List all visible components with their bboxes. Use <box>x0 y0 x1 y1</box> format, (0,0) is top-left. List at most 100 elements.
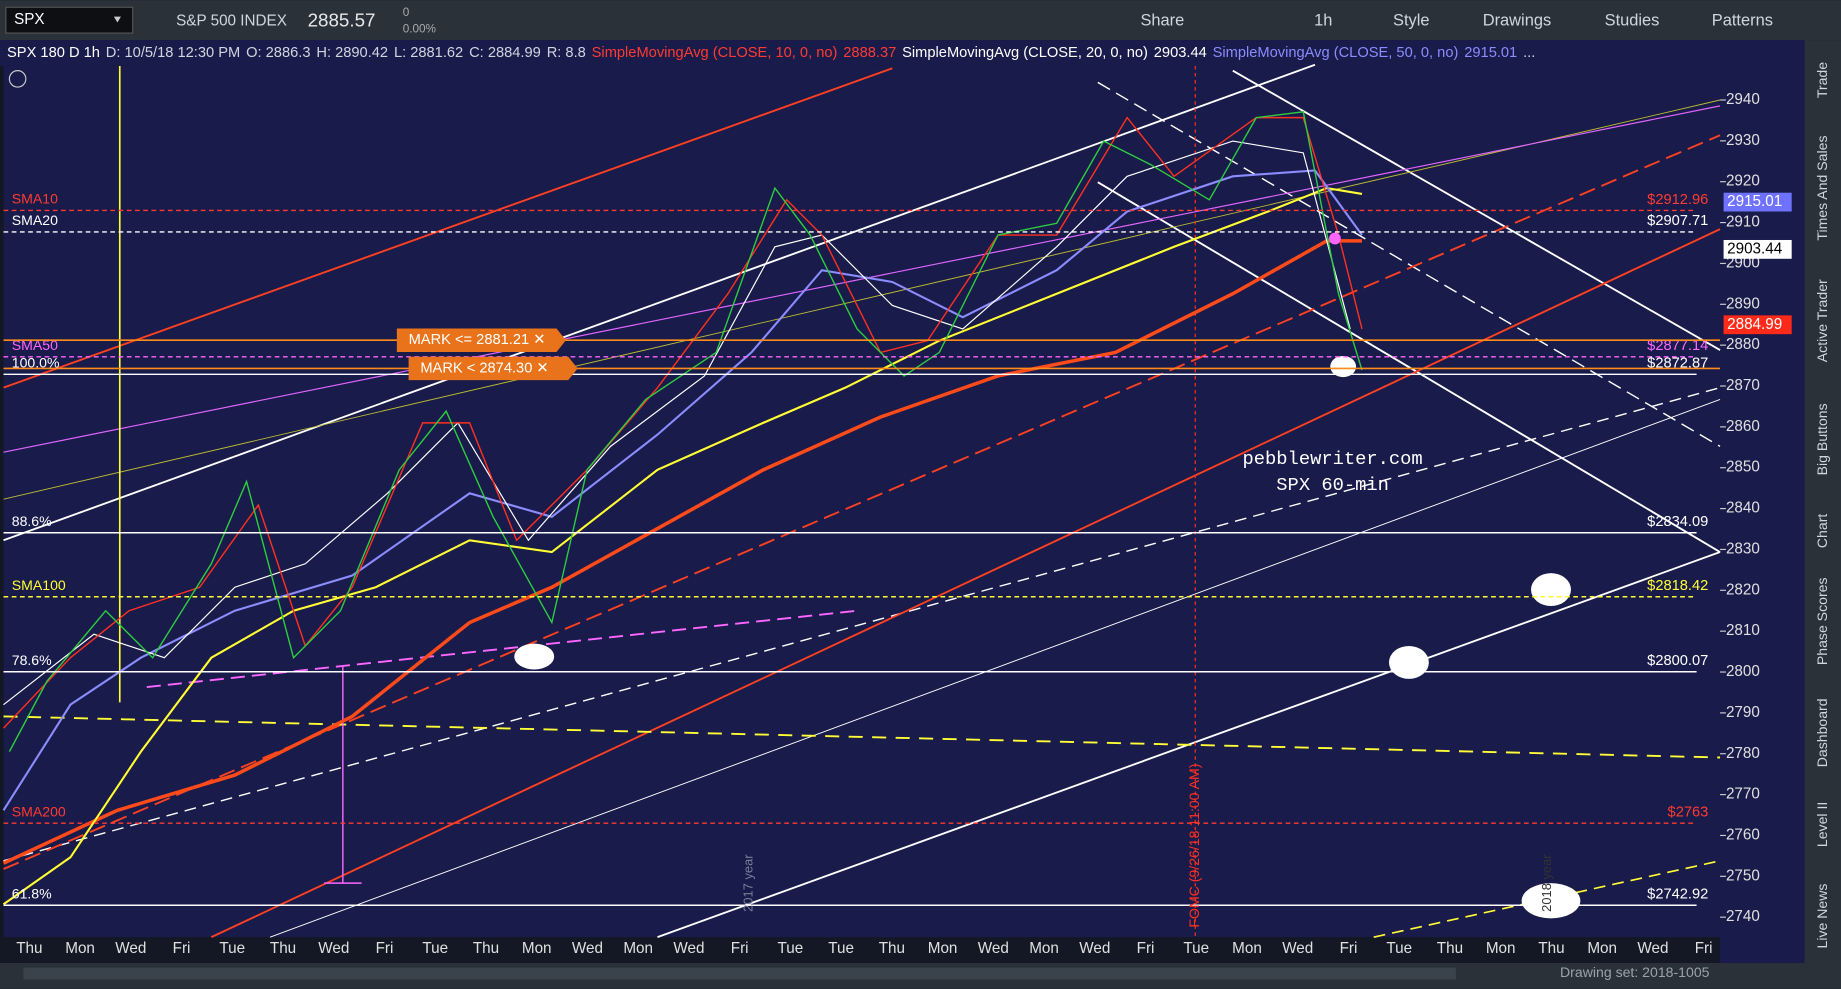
price-tick-label: 2930 <box>1726 132 1760 149</box>
dropdown-arrow <box>113 16 121 23</box>
info-icon[interactable] <box>8 70 27 88</box>
x-label: Fri <box>731 940 749 957</box>
price-tick-label: 2750 <box>1726 867 1760 884</box>
price-tick-label: 2880 <box>1726 336 1760 353</box>
price-tick-label: 2810 <box>1726 622 1760 639</box>
alert-box[interactable] <box>408 356 578 381</box>
level-name: 78.6% <box>12 652 52 668</box>
toolbar-button[interactable]: Drawings <box>1483 12 1551 30</box>
price-tag-label: 2903.44 <box>1727 240 1783 257</box>
legend-item: H: 2890.42 <box>316 45 388 61</box>
watermark: SPX 60-min <box>1276 474 1389 496</box>
legend-item: SimpleMovingAvg (CLOSE, 50, 0, no) <box>1213 45 1459 61</box>
x-label: Thu <box>16 940 42 957</box>
x-label: Tue <box>828 940 854 957</box>
legend-item: SimpleMovingAvg (CLOSE, 20, 0, no) <box>902 45 1148 61</box>
sidebar-tab[interactable]: Level II <box>1814 802 1830 847</box>
price-tag <box>1723 315 1792 335</box>
x-label: Tue <box>1386 940 1412 957</box>
toolbar-button[interactable]: 1h <box>1314 12 1332 30</box>
x-label: Tue <box>1183 940 1209 957</box>
sidebar-tab[interactable]: Trade <box>1814 62 1830 98</box>
index-name: S&P 500 INDEX <box>176 12 287 29</box>
price-tick-label: 2800 <box>1726 663 1760 680</box>
x-label: Wed <box>1282 940 1313 957</box>
level-name: 61.8% <box>12 885 52 901</box>
price-tick-label: 2890 <box>1726 295 1760 312</box>
sidebar-tab[interactable]: Dashboard <box>1814 698 1830 767</box>
level-label: $2800.07 <box>1647 653 1708 669</box>
level-name: SMA100 <box>12 577 66 593</box>
toolbar-button[interactable]: Studies <box>1605 12 1660 30</box>
sidebar-tab[interactable]: Chart <box>1814 514 1830 549</box>
level-name: 88.6% <box>12 513 52 529</box>
x-label: Wed <box>115 940 146 957</box>
x-label: Mon <box>623 940 653 957</box>
toolbar-button[interactable]: Style <box>1393 12 1430 30</box>
sidebar-tab[interactable]: Times And Sales <box>1814 135 1830 240</box>
price-tag <box>1723 192 1792 212</box>
symbol-box[interactable] <box>5 6 134 34</box>
x-label: Fri <box>1695 940 1713 957</box>
x-label: Mon <box>928 940 958 957</box>
sidebar-tab[interactable]: Live News <box>1814 884 1830 949</box>
drawings <box>2 63 1721 939</box>
price-tag-label: 2915.01 <box>1727 193 1782 210</box>
sidebar-tab[interactable]: Active Trader <box>1814 279 1830 362</box>
legend-item: 2903.44 <box>1154 45 1207 61</box>
legend-item: 2888.37 <box>843 45 896 61</box>
x-label: Fri <box>1137 940 1155 957</box>
x-label: Mon <box>522 940 552 957</box>
alert-label: MARK <= 2881.21 ✕ <box>409 332 546 348</box>
x-label: Mon <box>1029 940 1059 957</box>
price-tick-label: 2740 <box>1726 908 1760 925</box>
level-label: $2834.09 <box>1647 514 1708 530</box>
legend-item: 2915.01 <box>1464 45 1517 61</box>
price-tick-label: 2940 <box>1726 91 1760 108</box>
symbol: SPX <box>14 11 45 28</box>
annotation: 2018 year <box>1539 854 1554 912</box>
sidebar-tab[interactable]: Big Buttons <box>1814 403 1830 475</box>
scrollbar[interactable] <box>23 967 1456 980</box>
x-label: Wed <box>978 940 1009 957</box>
level-name: SMA20 <box>12 212 58 228</box>
level-label: $2907.71 <box>1647 213 1708 229</box>
x-label: Fri <box>173 940 191 957</box>
x-label: Wed <box>1079 940 1110 957</box>
legend-bar <box>0 40 1721 66</box>
watermark: pebblewriter.com <box>1243 448 1423 470</box>
x-label: Thu <box>1437 940 1463 957</box>
x-label: Mon <box>65 940 95 957</box>
x-label: Mon <box>1587 940 1617 957</box>
sidebar-tab[interactable]: Phase Scores <box>1814 577 1830 665</box>
legend-item: C: 2884.99 <box>469 45 541 61</box>
x-label: Tue <box>219 940 245 957</box>
legend-item: SimpleMovingAvg (CLOSE, 10, 0, no) <box>592 45 838 61</box>
x-label: Wed <box>318 940 349 957</box>
toolbar-button[interactable]: Patterns <box>1712 12 1773 30</box>
x-label: Mon <box>1486 940 1516 957</box>
annotation: 2017 year <box>740 854 755 912</box>
x-label: Thu <box>1538 940 1564 957</box>
x-label: Tue <box>422 940 448 957</box>
last-price: 2885.57 <box>308 9 376 30</box>
legend-item: SPX 180 D 1h <box>7 45 100 61</box>
legend-item: D: 10/5/18 12:30 PM <box>106 45 240 61</box>
price-tick-label: 2790 <box>1726 704 1760 721</box>
alert-box[interactable] <box>396 328 566 352</box>
price-tick-label: 2820 <box>1726 581 1760 598</box>
price-tag-label: 2884.99 <box>1727 316 1782 333</box>
legend-item: ... <box>1523 45 1535 61</box>
chart-area <box>3 65 1721 938</box>
price-tag <box>1723 239 1792 259</box>
level-label: $2742.92 <box>1647 887 1708 903</box>
price-tick-label: 2760 <box>1726 826 1760 843</box>
level-name: SMA200 <box>12 803 66 819</box>
x-label: Tue <box>778 940 804 957</box>
legend-item: L: 2881.62 <box>394 45 463 61</box>
level-label: $2912.96 <box>1647 192 1708 208</box>
x-label: Wed <box>673 940 704 957</box>
drawing-set[interactable]: Drawing set: 2018-1005 <box>1560 964 1710 980</box>
toolbar-button[interactable]: Share <box>1140 12 1184 30</box>
